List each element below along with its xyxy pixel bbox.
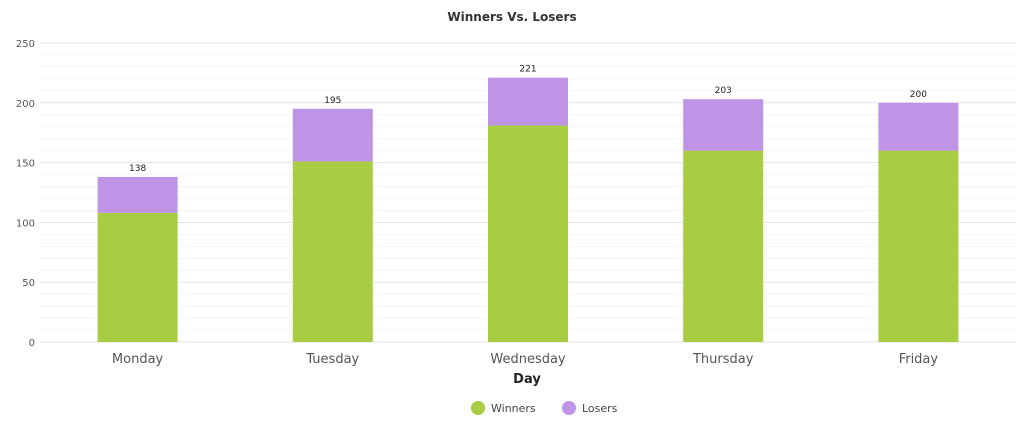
x-tick-label: Tuesday <box>305 352 359 367</box>
y-tick-label: 50 <box>22 278 35 289</box>
bar-losers-monday[interactable] <box>97 176 178 213</box>
x-tick-label: Wednesday <box>490 352 566 367</box>
bars <box>97 77 959 342</box>
bar-losers-friday[interactable] <box>878 102 959 151</box>
bar-winners-friday[interactable] <box>878 150 959 342</box>
y-axis: 0 50 100 150 200 250 <box>16 39 35 349</box>
bar-losers-tuesday[interactable] <box>292 108 373 162</box>
data-label-total: 221 <box>519 65 536 75</box>
x-tick-label: Friday <box>899 352 939 367</box>
legend-label-losers[interactable]: Losers <box>582 402 618 415</box>
x-axis: Monday Tuesday Wednesday Thursday Friday <box>112 352 938 367</box>
data-label-total: 203 <box>715 86 732 96</box>
bar-losers-wednesday[interactable] <box>488 77 568 126</box>
bar-winners-thursday[interactable] <box>683 150 764 342</box>
bar-winners-wednesday[interactable] <box>488 125 568 342</box>
x-tick-label: Monday <box>112 352 164 367</box>
y-tick-label: 0 <box>29 338 35 349</box>
bar-winners-monday[interactable] <box>97 212 178 342</box>
chart-title: Winners Vs. Losers <box>447 10 576 24</box>
x-axis-label: Day <box>513 372 541 387</box>
x-tick-label: Thursday <box>692 352 754 367</box>
y-tick-label: 150 <box>16 159 35 170</box>
data-labels: 138 195 221 203 200 <box>129 65 927 174</box>
legend-swatch-winners <box>471 401 485 415</box>
y-tick-label: 200 <box>16 99 35 110</box>
bar-winners-tuesday[interactable] <box>292 161 373 342</box>
legend-label-winners[interactable]: Winners <box>491 402 536 415</box>
legend-swatch-losers <box>562 401 576 415</box>
legend: Winners Losers <box>471 401 618 415</box>
data-label-total: 200 <box>910 90 927 100</box>
bar-losers-thursday[interactable] <box>683 99 764 151</box>
y-tick-label: 100 <box>16 218 35 229</box>
y-tick-label: 250 <box>16 39 35 50</box>
data-label-total: 138 <box>129 164 146 174</box>
data-label-total: 195 <box>324 96 341 106</box>
